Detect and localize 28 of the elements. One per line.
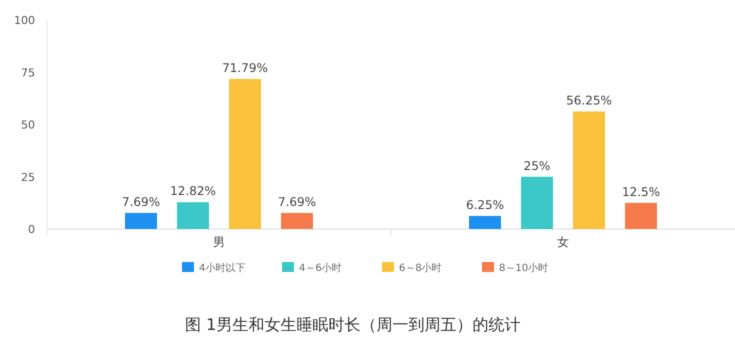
bar [229,78,261,229]
data-label: 25% [524,158,550,173]
data-label: 12.82% [170,184,216,198]
y-tick-label: 25 [21,170,35,184]
y-tick-label: 75 [21,66,35,80]
y-tick-label: 50 [21,118,35,132]
x-tick-label: 女 [557,235,569,249]
bar [281,212,313,229]
bar [177,202,209,229]
data-label: 56.25% [566,93,612,108]
legend-label: 4～6小时 [299,262,342,274]
bar [469,216,501,229]
legend-label: 4小时以下 [199,262,246,274]
bar [521,176,553,229]
bar [125,212,157,229]
data-label: 7.69% [278,194,316,209]
data-label: 71.79% [222,60,268,75]
data-label: 12.5% [622,184,660,199]
y-tick-label: 100 [14,14,35,27]
data-label: 7.69% [122,194,160,209]
bar [625,202,657,229]
data-label: 6.25% [466,198,504,212]
legend-label: 8～10小时 [499,262,548,274]
y-tick-label: 0 [28,223,35,236]
caption: 图 1男生和女生睡眠时长（周一到周五）的统计 [185,315,520,334]
bar [573,111,605,229]
legend-label: 6～8小时 [399,262,442,274]
x-tick-label: 男 [213,235,225,249]
